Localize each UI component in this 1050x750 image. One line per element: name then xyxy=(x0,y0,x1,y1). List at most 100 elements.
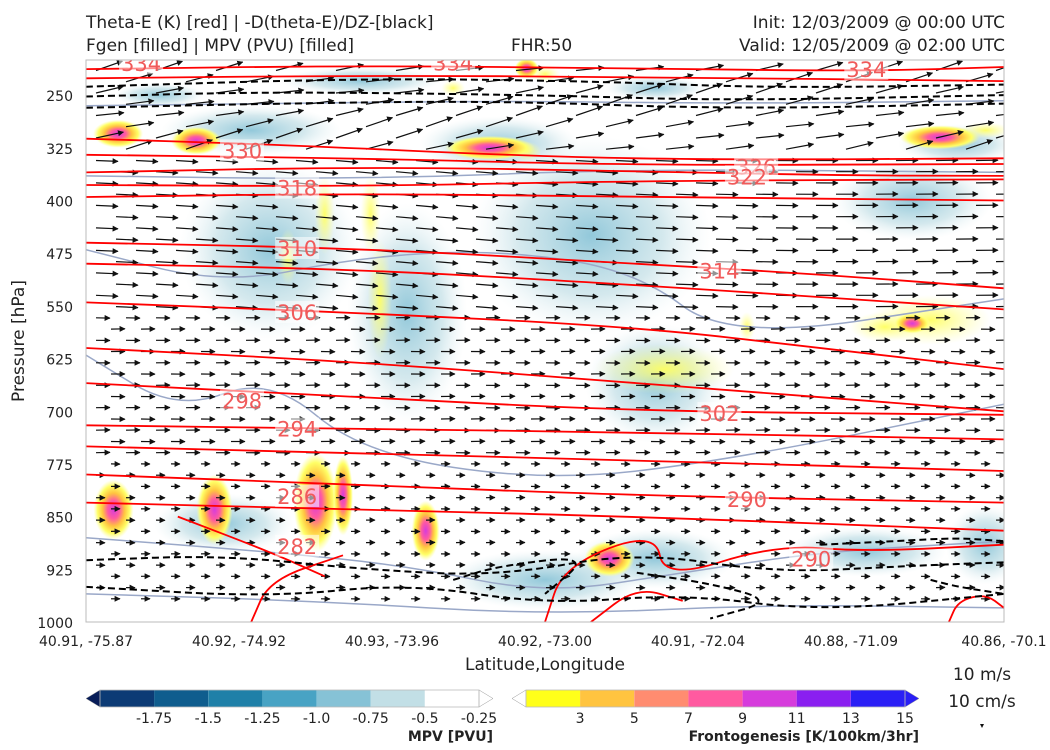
wind-vector xyxy=(95,158,119,165)
wind-vector xyxy=(95,203,119,210)
wind-vector xyxy=(485,116,514,128)
theta-e-contours xyxy=(86,65,1004,622)
y-tick-label: 475 xyxy=(46,247,73,263)
wind-vector xyxy=(195,259,219,266)
dtheta-contour xyxy=(86,91,1004,101)
wind-vector xyxy=(135,270,159,277)
colorbar-tick-label: -1.25 xyxy=(244,711,280,727)
fgen-max-blob xyxy=(196,474,233,545)
wind-vector xyxy=(575,270,599,277)
wind-vector xyxy=(115,304,139,311)
wind-vector xyxy=(695,247,719,254)
wind-vector xyxy=(255,271,279,278)
wind-vector xyxy=(315,282,339,289)
dtheta-contour xyxy=(86,556,1004,575)
wind-vector xyxy=(125,120,155,128)
wind-vector xyxy=(315,305,339,312)
mpv-contour-line xyxy=(86,169,1004,179)
wind-vector xyxy=(785,121,815,128)
wind-vector xyxy=(395,237,419,244)
wind-vector xyxy=(475,282,499,289)
wind-vector xyxy=(635,259,659,266)
theta-label-bg xyxy=(275,300,320,323)
wind-vector xyxy=(335,293,359,300)
wind-vector xyxy=(155,110,185,117)
theta-label-bg xyxy=(789,547,834,570)
x-axis-label: Latitude,Longitude xyxy=(465,655,625,675)
colorbar-segment xyxy=(316,690,371,707)
wind-vector xyxy=(815,109,845,117)
wind-vector xyxy=(375,293,399,300)
theta-label-bg xyxy=(431,60,476,74)
ref-vector-vertical: 10 cm/s xyxy=(948,692,1016,712)
wind-vector xyxy=(555,169,579,176)
wind-vector xyxy=(215,181,239,188)
wind-vector xyxy=(595,237,619,244)
wind-vector xyxy=(655,203,679,210)
wind-vector xyxy=(575,158,599,165)
wind-vector xyxy=(115,281,139,288)
wind-vector xyxy=(275,127,303,139)
wind-vector xyxy=(755,82,783,94)
wind-vector xyxy=(785,142,815,150)
theta-label-bg xyxy=(220,389,265,412)
wind-vector xyxy=(995,135,1004,139)
colorbar-tick-label: -1.5 xyxy=(195,711,222,727)
x-tick-label: 40.91, -72.04 xyxy=(651,634,745,650)
wind-vector xyxy=(695,202,719,209)
dtheta-contour xyxy=(86,585,1004,609)
colorbar-outline xyxy=(99,689,480,708)
wind-vector xyxy=(555,259,579,266)
wind-vector xyxy=(275,259,299,266)
wind-vector xyxy=(555,282,579,289)
wind-vector xyxy=(365,116,394,128)
wind-vector xyxy=(195,237,219,244)
colorbar-segment xyxy=(688,690,743,707)
wind-vector xyxy=(215,60,244,72)
wind-vector xyxy=(455,203,479,210)
wind-vector xyxy=(215,109,245,117)
theta-e-label: 290 xyxy=(791,547,831,571)
wind-vector xyxy=(375,226,399,233)
wind-vector xyxy=(755,108,785,117)
wind-vector xyxy=(175,293,199,300)
theta-e-contour xyxy=(86,241,1004,290)
wind-vector xyxy=(155,214,179,221)
wind-vector xyxy=(635,304,659,311)
wind-vector xyxy=(375,271,399,278)
wind-vector xyxy=(935,110,965,117)
mpv-contour-line xyxy=(86,593,1004,613)
wind-vector xyxy=(995,67,1004,72)
wind-vector xyxy=(515,259,539,266)
mpv-contour-line xyxy=(86,536,1004,589)
wind-vector xyxy=(215,226,239,233)
colorbar-tick-label: 5 xyxy=(630,711,639,727)
colorbar-label: MPV [PVU] xyxy=(408,729,493,745)
wind-vector xyxy=(755,132,785,139)
colorbar-tick-label: -1.75 xyxy=(136,711,172,727)
colorbar-tick-label: -0.5 xyxy=(411,711,438,727)
wind-vector xyxy=(555,237,579,244)
theta-e-label: 306 xyxy=(277,301,317,325)
wind-vector xyxy=(545,117,574,128)
wind-vector xyxy=(715,214,739,221)
wind-vector xyxy=(235,237,259,244)
theta-label-bg xyxy=(275,236,320,259)
wind-vector xyxy=(395,215,419,222)
colorbar-extend-high xyxy=(904,689,920,708)
dtheta-contour xyxy=(636,571,760,620)
theta-e-contour xyxy=(948,595,1004,622)
theta-e-label: 318 xyxy=(277,177,317,201)
wind-vector xyxy=(115,191,139,198)
fgen-max-blob xyxy=(894,313,931,334)
dtheta-contour xyxy=(86,78,1004,88)
wind-vector xyxy=(515,130,544,139)
wind-vector xyxy=(715,303,739,310)
mpv-contours xyxy=(86,99,1004,613)
wind-vector xyxy=(155,85,185,94)
colorbar-extend-high xyxy=(478,689,494,708)
wind-vector xyxy=(815,132,845,139)
wind-vector xyxy=(215,203,239,210)
colorbar-segment xyxy=(154,690,209,707)
